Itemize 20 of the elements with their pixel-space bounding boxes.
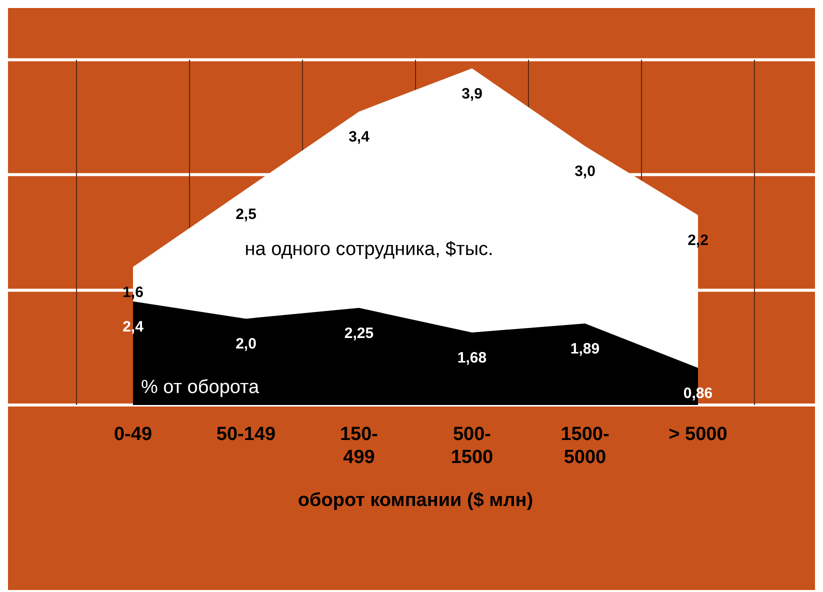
series-label: % от оборота [141, 377, 260, 398]
data-label: 1,89 [570, 340, 600, 358]
data-label: 2,0 [236, 336, 256, 353]
data-label: 3,0 [574, 163, 596, 180]
data-label: 3,9 [462, 85, 482, 102]
x-tick-label: > 5000 [668, 424, 728, 445]
data-label: 0,86 [683, 384, 713, 402]
x-tick-label: 50-149 [216, 424, 276, 445]
data-label: 1,6 [122, 284, 144, 301]
x-axis-title: оборот компании ($ млн) [298, 490, 534, 511]
series-label: на одного сотрудника, $тыс. [244, 239, 494, 260]
data-label: 2,25 [344, 324, 374, 342]
x-tick-label: 150-499 [340, 424, 378, 468]
x-tick-label: 1500-5000 [560, 424, 610, 468]
data-label: 2,2 [688, 232, 708, 250]
x-tick-label: 0-49 [114, 424, 152, 445]
x-tick-label: 500-1500 [450, 424, 494, 468]
data-label: 3,4 [348, 128, 370, 146]
data-label: 1,68 [457, 350, 487, 367]
data-label: 2,5 [236, 206, 256, 224]
